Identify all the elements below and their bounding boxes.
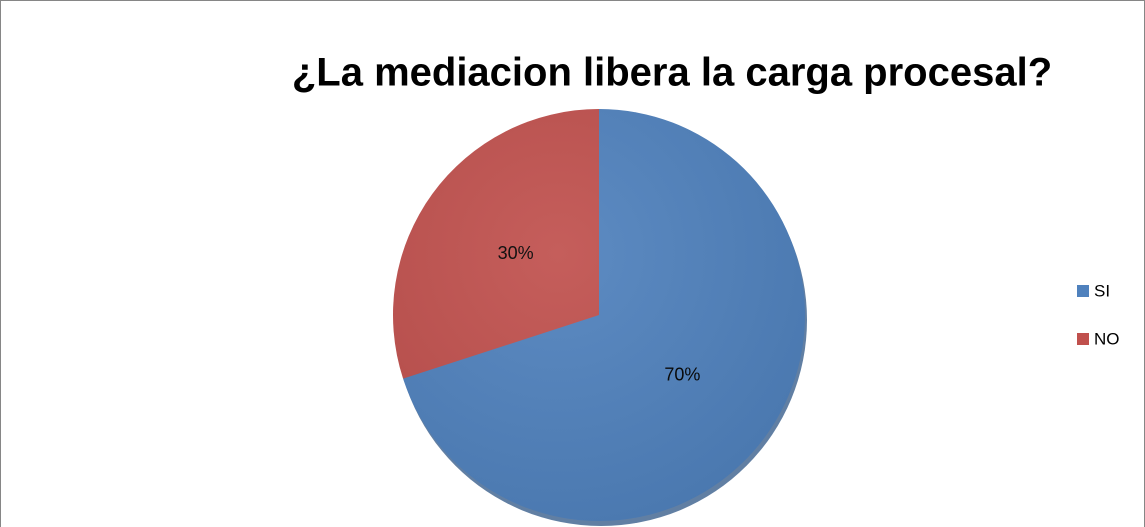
chart-title: ¿La mediacion libera la carga procesal? xyxy=(292,51,1052,95)
data-label: 30% xyxy=(498,243,534,263)
legend-label: NO xyxy=(1094,329,1120,348)
legend-label: SI xyxy=(1094,281,1110,300)
legend-swatch xyxy=(1077,285,1089,297)
legend-swatch xyxy=(1077,333,1089,345)
data-label: 70% xyxy=(664,364,700,384)
